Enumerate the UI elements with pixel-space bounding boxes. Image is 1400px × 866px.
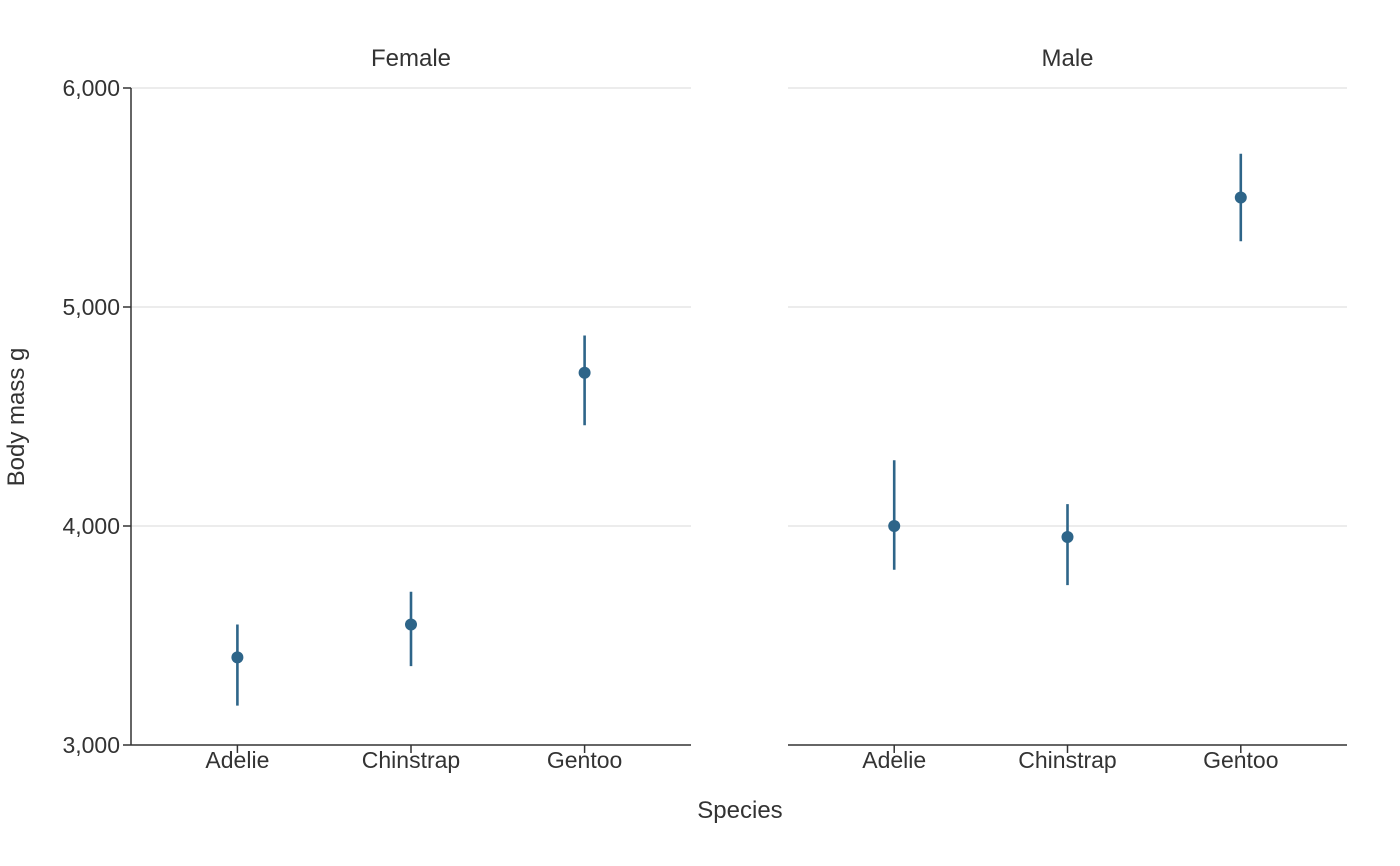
- x-tick-label: Adelie: [205, 747, 269, 773]
- data-point-gentoo: [1234, 153, 1247, 242]
- x-tick-label: Chinstrap: [1018, 747, 1116, 773]
- facets: Female Adelie Chinstrap Gentoo 3,000 4,000 5,0…: [62, 45, 1347, 773]
- y-axis-title: Body mass g: [3, 348, 30, 487]
- data-point-marker: [1234, 191, 1247, 204]
- y-tick-label: 4,000: [62, 513, 120, 539]
- data-point-chinstrap: [1061, 504, 1074, 586]
- y-tick-label: 6,000: [62, 75, 120, 101]
- data-point-marker: [578, 366, 591, 379]
- facet-panel-male: Male Adelie Chinstrap Gentoo: [788, 45, 1347, 773]
- facet-panel-female: Female Adelie Chinstrap Gentoo 3,000 4,000 5,0…: [62, 45, 691, 773]
- x-tick-label: Adelie: [862, 747, 926, 773]
- y-tick-label: 5,000: [62, 294, 120, 320]
- facet-title: Male: [1041, 45, 1093, 72]
- x-tick-label: Chinstrap: [362, 747, 460, 773]
- data-point-adelie: [231, 624, 244, 706]
- data-point-marker: [231, 651, 244, 664]
- x-axis-title: Species: [697, 797, 782, 824]
- x-tick-label: Gentoo: [547, 747, 622, 773]
- x-tick-label: Gentoo: [1203, 747, 1278, 773]
- data-point-marker: [405, 618, 417, 631]
- y-tick-label: 3,000: [62, 732, 120, 758]
- facet-title: Female: [371, 45, 451, 72]
- data-point-gentoo: [578, 335, 591, 426]
- data-point-adelie: [888, 460, 901, 570]
- data-point-marker: [1061, 530, 1074, 543]
- data-point-chinstrap: [405, 591, 417, 667]
- data-point-marker: [888, 520, 901, 532]
